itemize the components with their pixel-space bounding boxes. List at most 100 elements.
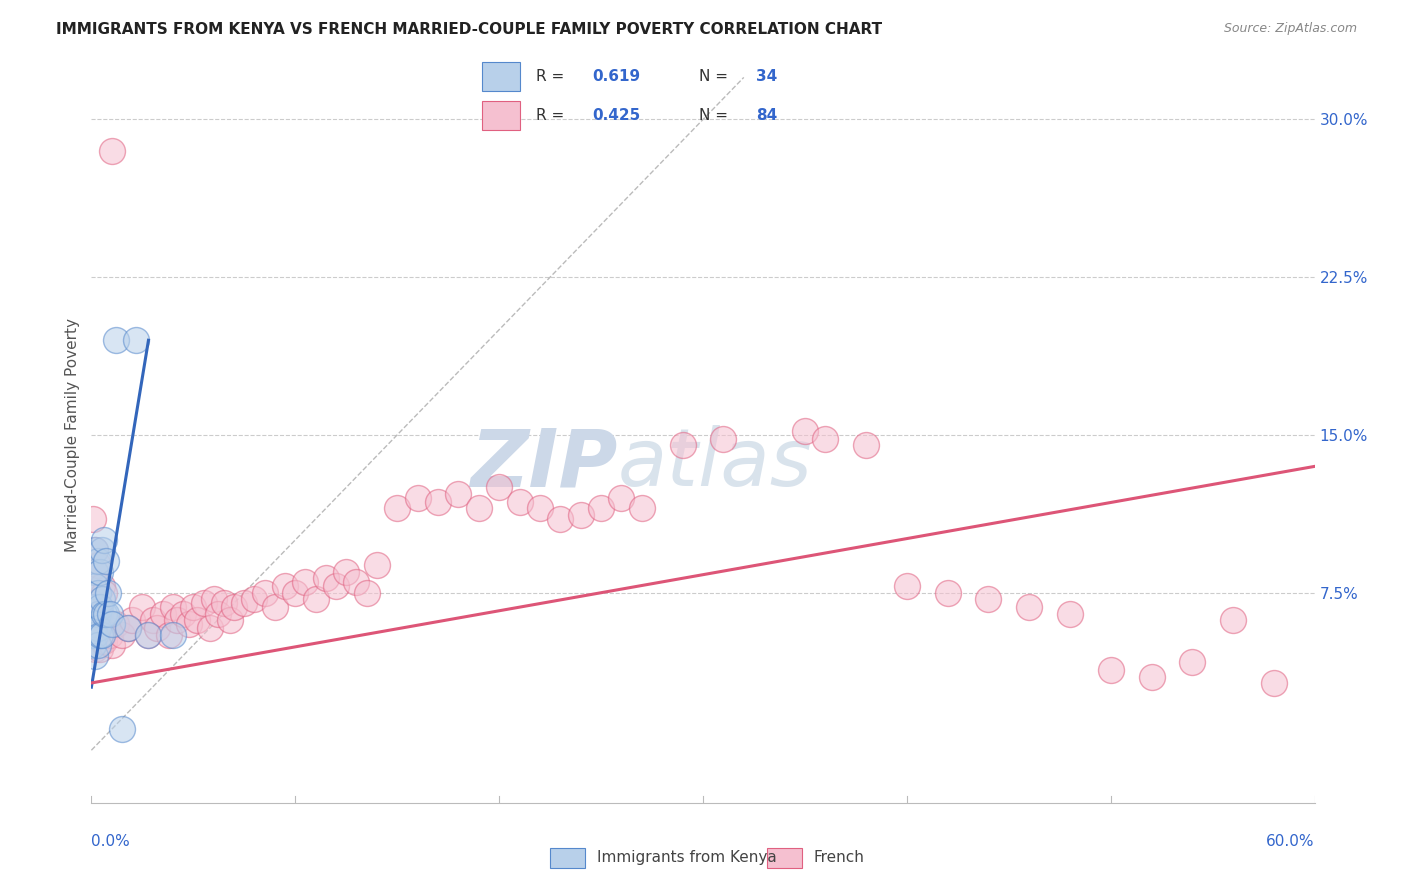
Point xyxy=(207,607,229,621)
Point xyxy=(117,621,139,635)
Point xyxy=(90,543,112,558)
Point xyxy=(84,600,107,615)
Point xyxy=(86,613,108,627)
Point xyxy=(219,613,242,627)
Point xyxy=(1263,676,1285,690)
Point xyxy=(101,617,124,632)
Text: ZIP: ZIP xyxy=(470,425,617,503)
Point xyxy=(82,638,104,652)
Point xyxy=(84,627,107,641)
Point xyxy=(855,438,877,452)
Text: 34: 34 xyxy=(756,69,778,84)
Point xyxy=(90,627,112,641)
Point xyxy=(284,585,307,599)
Point xyxy=(427,495,450,509)
Point xyxy=(406,491,429,505)
Point xyxy=(569,508,592,522)
Point xyxy=(89,600,111,615)
Point xyxy=(141,613,163,627)
Text: IMMIGRANTS FROM KENYA VS FRENCH MARRIED-COUPLE FAMILY POVERTY CORRELATION CHART: IMMIGRANTS FROM KENYA VS FRENCH MARRIED-… xyxy=(56,22,883,37)
Text: 84: 84 xyxy=(756,108,778,123)
Point xyxy=(98,627,121,641)
Point xyxy=(711,432,734,446)
Point xyxy=(936,585,959,599)
Point xyxy=(253,585,276,599)
FancyBboxPatch shape xyxy=(766,847,801,869)
Point xyxy=(814,432,837,446)
Point xyxy=(366,558,388,573)
Point xyxy=(84,617,107,632)
Point xyxy=(793,424,815,438)
Point xyxy=(101,144,124,158)
Text: 60.0%: 60.0% xyxy=(1267,834,1315,849)
Point xyxy=(86,554,108,568)
Point xyxy=(104,333,127,347)
Point xyxy=(101,638,124,652)
Point xyxy=(162,600,184,615)
Point xyxy=(131,600,153,615)
Point xyxy=(84,565,107,579)
Point xyxy=(1059,607,1081,621)
FancyBboxPatch shape xyxy=(482,62,520,91)
Point xyxy=(529,501,551,516)
Point xyxy=(1222,613,1244,627)
Point xyxy=(94,607,117,621)
Point xyxy=(84,642,107,657)
Point xyxy=(89,607,111,621)
Text: N =: N = xyxy=(699,69,728,84)
Text: Source: ZipAtlas.com: Source: ZipAtlas.com xyxy=(1223,22,1357,36)
Point xyxy=(304,591,326,606)
Point xyxy=(447,487,470,501)
Point xyxy=(325,579,347,593)
Point xyxy=(294,575,316,590)
Point xyxy=(138,627,160,641)
Point xyxy=(90,579,112,593)
Point xyxy=(1018,600,1040,615)
Point xyxy=(467,501,491,516)
Point xyxy=(356,585,378,599)
Point xyxy=(315,571,337,585)
Text: French: French xyxy=(814,850,865,865)
Point xyxy=(550,512,572,526)
Text: 0.425: 0.425 xyxy=(592,108,641,123)
Point xyxy=(93,533,115,547)
Point xyxy=(222,600,246,615)
Point xyxy=(152,607,174,621)
Point xyxy=(104,617,127,632)
Point xyxy=(97,617,120,632)
Point xyxy=(84,648,107,663)
Text: 0.0%: 0.0% xyxy=(91,834,131,849)
Point xyxy=(243,591,266,606)
Point xyxy=(264,600,287,615)
Point xyxy=(509,495,531,509)
Point xyxy=(193,596,215,610)
Point xyxy=(179,617,201,632)
Point xyxy=(183,600,205,615)
Point xyxy=(172,607,194,621)
Point xyxy=(111,627,134,641)
Point xyxy=(157,627,180,641)
Point xyxy=(86,607,108,621)
Point xyxy=(84,627,107,641)
Point xyxy=(166,613,188,627)
Point xyxy=(111,723,134,737)
Point xyxy=(94,554,117,568)
Point xyxy=(93,607,115,621)
Point xyxy=(93,633,115,648)
Point xyxy=(1099,664,1122,678)
Point xyxy=(93,585,115,599)
FancyBboxPatch shape xyxy=(482,101,520,130)
FancyBboxPatch shape xyxy=(550,847,585,869)
Point xyxy=(82,617,104,632)
Point xyxy=(977,591,1000,606)
Point xyxy=(86,585,108,599)
Point xyxy=(86,558,108,573)
Point xyxy=(125,333,148,347)
Point xyxy=(1181,655,1204,669)
Point xyxy=(94,621,117,635)
Point xyxy=(233,596,256,610)
Point xyxy=(89,642,111,657)
Point xyxy=(145,621,167,635)
Point xyxy=(335,565,357,579)
Point xyxy=(896,579,918,593)
